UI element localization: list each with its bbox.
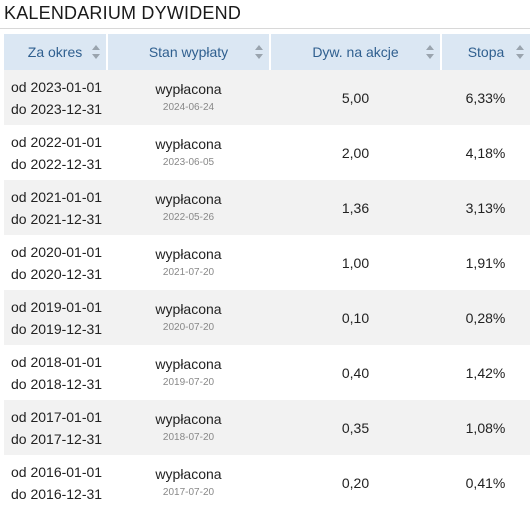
status-cell: wypłacona 2019-07-20 [107,345,270,400]
period-cell: od 2020-01-01 do 2020-12-31 [4,235,107,290]
table-row: od 2016-01-01 do 2016-12-31 wypłacona 2017-… [4,455,530,510]
payout-status: wypłacona [155,466,222,482]
payout-date: 2020-07-20 [162,322,215,333]
table-row: od 2019-01-01 do 2019-12-31 wypłacona 2020-… [4,290,530,345]
period-cell: od 2021-01-01 do 2021-12-31 [4,180,107,235]
period-to: do 2023-12-31 [11,100,103,117]
payout-date: 2017-07-20 [162,487,215,498]
column-header-rate[interactable]: Stopa [441,34,530,70]
status-cell: wypłacona 2017-07-20 [107,455,270,510]
payout-date: 2023-06-05 [162,157,215,168]
period-from: od 2023-01-01 [11,78,103,95]
sort-arrows-icon[interactable] [255,45,263,59]
dividend-yield: 0,41% [465,474,506,491]
payout-status: wypłacona [155,411,222,427]
dividend-table: Za okres Stan wypłaty Dyw. na akcje Stop… [4,34,530,510]
table-row: od 2017-01-01 do 2017-12-31 wypłacona 2018-… [4,400,530,455]
period-from: od 2020-01-01 [11,243,103,260]
status-cell: wypłacona 2021-07-20 [107,235,270,290]
table-row: od 2022-01-01 do 2022-12-31 wypłacona 2023-… [4,125,530,180]
status-cell: wypłacona 2024-06-24 [107,70,270,125]
dividend-per-share: 2,00 [341,144,370,161]
payout-date: 2021-07-20 [162,267,215,278]
period-to: do 2016-12-31 [11,485,103,502]
sort-arrows-icon[interactable] [516,45,524,59]
period-to: do 2020-12-31 [11,265,103,282]
table-row: od 2020-01-01 do 2020-12-31 wypłacona 2021-… [4,235,530,290]
dividend-yield: 3,13% [465,199,506,216]
dividend-per-share: 0,20 [341,474,370,491]
dividend-per-share: 0,10 [341,309,370,326]
column-header-label: Stopa [467,44,505,60]
table-header-row: Za okres Stan wypłaty Dyw. na akcje Stop… [4,34,530,70]
sort-arrows-icon[interactable] [426,45,434,59]
column-header-label: Dyw. na akcje [312,44,399,60]
period-from: od 2016-01-01 [11,463,103,480]
dividend-per-share: 1,00 [341,254,370,271]
period-cell: od 2016-01-01 do 2016-12-31 [4,455,107,510]
period-cell: od 2018-01-01 do 2018-12-31 [4,345,107,400]
period-from: od 2017-01-01 [11,408,103,425]
dividend-yield: 1,91% [465,254,506,271]
payout-date: 2018-07-20 [162,432,215,443]
period-to: do 2017-12-31 [11,430,103,447]
dividend-yield: 1,42% [465,364,506,381]
column-header-dividend[interactable]: Dyw. na akcje [270,34,442,70]
period-from: od 2022-01-01 [11,133,103,150]
period-to: do 2019-12-31 [11,320,103,337]
table-row: od 2021-01-01 do 2021-12-31 wypłacona 2022-… [4,180,530,235]
period-from: od 2018-01-01 [11,353,103,370]
payout-date: 2022-05-26 [162,212,215,223]
period-cell: od 2017-01-01 do 2017-12-31 [4,400,107,455]
period-cell: od 2019-01-01 do 2019-12-31 [4,290,107,345]
table-row: od 2023-01-01 do 2023-12-31 wypłacona 2024-… [4,70,530,125]
payout-status: wypłacona [155,356,222,372]
period-cell: od 2023-01-01 do 2023-12-31 [4,70,107,125]
dividend-per-share: 0,40 [341,364,370,381]
period-from: od 2021-01-01 [11,188,103,205]
period-cell: od 2022-01-01 do 2022-12-31 [4,125,107,180]
dividend-per-share: 5,00 [341,89,370,106]
dividend-yield: 4,18% [465,144,506,161]
payout-status: wypłacona [155,191,222,207]
column-header-label: Stan wypłaty [148,44,229,60]
column-header-label: Za okres [27,44,83,60]
period-to: do 2018-12-31 [11,375,103,392]
status-cell: wypłacona 2020-07-20 [107,290,270,345]
payout-status: wypłacona [155,81,222,97]
status-cell: wypłacona 2018-07-20 [107,400,270,455]
page-title: KALENDARIUM DYWIDEND [4,3,242,23]
period-to: do 2021-12-31 [11,210,103,227]
period-to: do 2022-12-31 [11,155,103,172]
dividend-per-share: 0,35 [341,419,370,436]
dividend-yield: 6,33% [465,89,506,106]
sort-arrows-icon[interactable] [92,45,100,59]
payout-status: wypłacona [155,301,222,317]
title-divider [0,28,530,29]
dividend-yield: 0,28% [465,309,506,326]
column-header-period[interactable]: Za okres [4,34,108,70]
column-header-status[interactable]: Stan wypłaty [107,34,271,70]
dividend-yield: 1,08% [465,419,506,436]
table-row: od 2018-01-01 do 2018-12-31 wypłacona 2019-… [4,345,530,400]
dividend-per-share: 1,36 [341,199,370,216]
status-cell: wypłacona 2022-05-26 [107,180,270,235]
payout-status: wypłacona [155,136,222,152]
payout-date: 2024-06-24 [162,102,215,113]
payout-date: 2019-07-20 [162,377,215,388]
period-from: od 2019-01-01 [11,298,103,315]
status-cell: wypłacona 2023-06-05 [107,125,270,180]
payout-status: wypłacona [155,246,222,262]
